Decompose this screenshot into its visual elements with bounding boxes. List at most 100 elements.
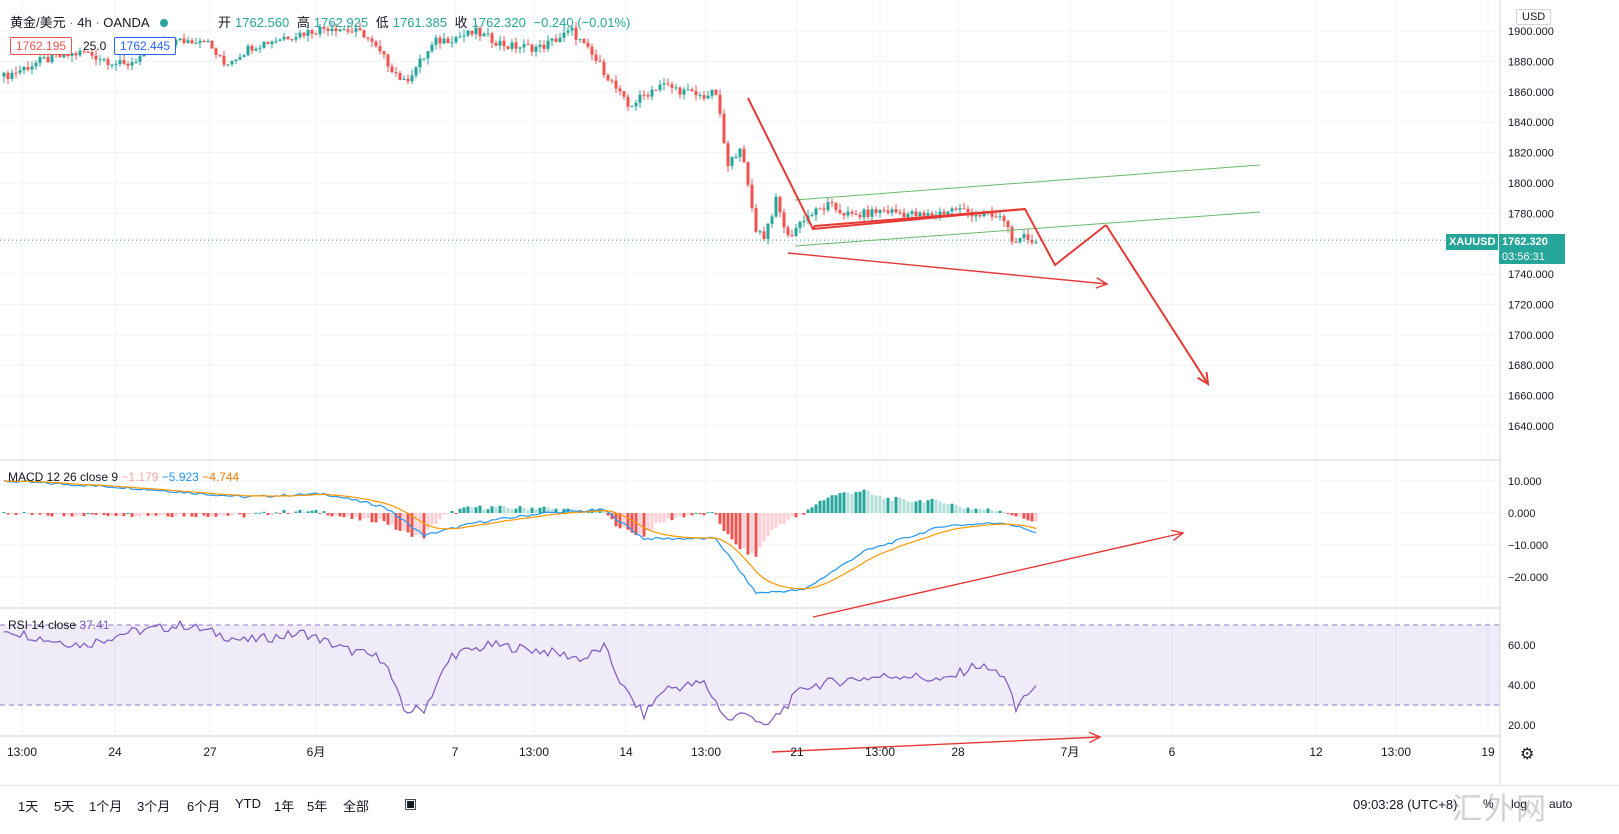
macd-histogram-bar	[22, 512, 26, 514]
interval-label[interactable]: 4h	[77, 15, 92, 30]
buy-price-button[interactable]: 1762.445	[114, 37, 177, 55]
open-value: 1762.560	[235, 15, 290, 30]
macd-histogram-bar	[226, 513, 230, 516]
candle-body	[990, 212, 994, 217]
macd-histogram-bar	[94, 513, 98, 516]
percent-scale-button[interactable]: %	[1483, 797, 1494, 811]
candle-body	[258, 47, 262, 49]
candle-body	[250, 45, 254, 51]
macd-histogram-bar	[746, 513, 750, 555]
candle-body	[626, 96, 630, 107]
macd-histogram-bar	[366, 513, 370, 519]
candle-body	[710, 89, 714, 96]
macd-histogram-bar	[970, 509, 974, 513]
timeframe-button[interactable]: 6个月	[187, 799, 221, 814]
macd-histogram-bar	[242, 513, 246, 518]
candle-body	[982, 213, 986, 217]
candle-body	[346, 29, 350, 32]
currency-button[interactable]: USD	[1516, 9, 1552, 25]
candle-body	[654, 89, 658, 91]
macd-histogram-bar	[822, 500, 826, 513]
candle-body	[302, 32, 306, 36]
auto-scale-button[interactable]: auto	[1549, 797, 1573, 811]
candle-body	[254, 48, 258, 51]
macd-legend-name[interactable]: MACD 12 26 close 9	[8, 470, 119, 484]
candle-body	[854, 213, 858, 215]
macd-histogram-bar	[258, 512, 262, 514]
macd-histogram-bar	[546, 507, 550, 513]
timeframe-button[interactable]: 1天	[18, 799, 39, 814]
candle-body	[10, 72, 14, 79]
sell-price-button[interactable]: 1762.195	[10, 37, 73, 55]
rsi-legend-name[interactable]: RSI 14 close	[8, 618, 77, 632]
candle-body	[642, 94, 646, 96]
macd-histogram-bar	[778, 513, 782, 525]
candle-body	[50, 53, 54, 63]
timeframe-button[interactable]: 5天	[54, 799, 75, 814]
time-tick-label: 21	[790, 745, 804, 759]
candle-body	[294, 37, 298, 40]
candle-body	[1006, 221, 1010, 228]
candle-body	[194, 43, 198, 45]
price-tick-label: 1880.000	[1508, 56, 1554, 68]
macd-histogram-bar	[550, 509, 554, 513]
log-scale-button[interactable]: log	[1511, 797, 1528, 811]
candle-body	[486, 33, 490, 35]
candle-body	[238, 57, 242, 60]
macd-histogram-bar	[498, 505, 502, 513]
candle-body	[226, 64, 230, 66]
time-tick-label: 12	[1309, 745, 1323, 759]
candle-body	[6, 72, 10, 79]
timeframe-button[interactable]: YTD	[235, 796, 261, 811]
macd-histogram-bar	[282, 510, 286, 513]
candle-body	[402, 78, 406, 80]
macd-histogram-bar	[1002, 511, 1006, 513]
macd-histogram-bar	[882, 498, 886, 513]
macd-histogram-bar	[362, 513, 366, 519]
symbol-name[interactable]: 黄金/美元	[10, 15, 66, 30]
macd-histogram-bar	[878, 495, 882, 513]
settings-gear-icon[interactable]: ⚙	[1520, 746, 1535, 763]
macd-histogram-bar	[662, 513, 666, 523]
timeframe-button[interactable]: 3个月	[137, 799, 171, 814]
timeframe-button[interactable]: 全部	[343, 799, 370, 814]
macd-histogram-bar	[754, 513, 758, 557]
macd-histogram-bar	[918, 500, 922, 513]
macd-histogram-bar	[898, 497, 902, 513]
candle-body	[630, 106, 634, 108]
timeframe-button[interactable]: 5年	[307, 799, 328, 814]
macd-histogram-bar	[42, 513, 46, 514]
date-range-icon[interactable]: ▣	[404, 795, 418, 811]
candle-body	[90, 52, 94, 56]
candle-body	[850, 211, 854, 214]
candle-body	[398, 73, 402, 80]
candle-body	[482, 33, 486, 37]
macd-histogram-bar	[114, 513, 118, 517]
timeframe-button[interactable]: 1个月	[89, 799, 123, 814]
candle-body	[214, 48, 218, 55]
macd-histogram-bar	[874, 495, 878, 513]
macd-histogram-bar	[838, 493, 842, 513]
macd-histogram-bar	[2, 512, 6, 514]
candle-body	[414, 67, 418, 76]
macd-histogram-bar	[686, 513, 690, 516]
macd-histogram-bar	[842, 492, 846, 513]
macd-histogram-bar	[642, 513, 646, 537]
close-label: 收	[454, 15, 468, 30]
candle-body	[290, 39, 294, 41]
candle-body	[198, 40, 202, 44]
candle-body	[922, 212, 926, 216]
macd-histogram-bar	[854, 492, 858, 513]
candle-body	[462, 35, 466, 37]
candle-body	[362, 30, 366, 38]
macd-histogram-bar	[554, 508, 558, 513]
candle-body	[770, 216, 774, 224]
macd-histogram-bar	[386, 513, 390, 525]
timeframe-button[interactable]: 1年	[274, 799, 295, 814]
candle-body	[650, 89, 654, 97]
clock-display[interactable]: 09:03:28 (UTC+8)	[1353, 797, 1458, 812]
macd-histogram-bar	[402, 513, 406, 531]
macd-histogram-bar	[70, 513, 74, 517]
macd-histogram-bar	[890, 500, 894, 513]
